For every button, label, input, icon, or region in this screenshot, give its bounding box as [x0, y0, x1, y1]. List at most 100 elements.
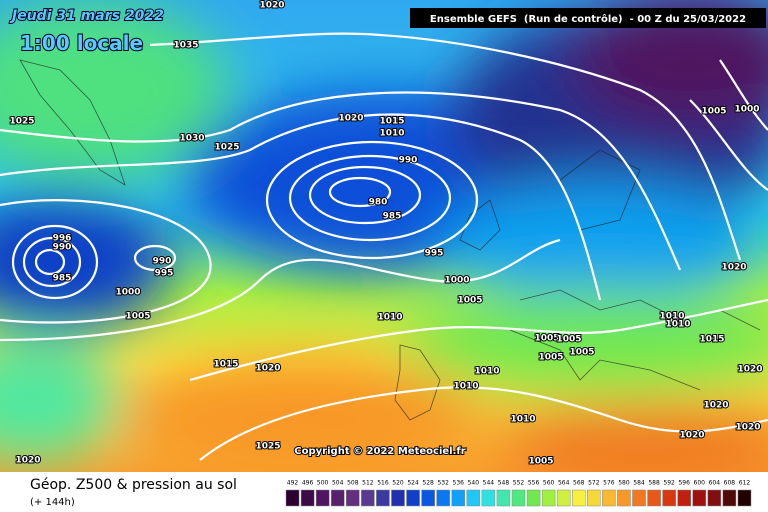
isobar-label: 985	[383, 212, 402, 222]
colorbar-label: 596	[678, 480, 690, 487]
colorbar-label: 564	[558, 480, 570, 487]
isobar-label: 1025	[9, 117, 34, 127]
colorbar-swatch	[662, 489, 676, 507]
colorbar-swatch	[330, 489, 345, 507]
isobar-label: 1010	[665, 320, 690, 330]
colorbar-label: 584	[633, 480, 645, 487]
isobar-label: 1020	[703, 401, 728, 411]
isobar-labels: 1020 1035 1025 1030 1025 1020 1015 1010 …	[8, 0, 763, 468]
colorbar-swatch	[315, 489, 330, 507]
copyright: Copyright © 2022 Meteociel.fr	[294, 446, 465, 457]
colorbar: 492 496 500 504 508 512 516 520 524 528 532 536 540 5…	[285, 480, 752, 507]
isobar-label: 1005	[528, 457, 553, 467]
isobar-label: 1025	[214, 143, 239, 153]
colorbar-swatch	[571, 489, 586, 507]
forecast-lead: (+ 144h)	[30, 497, 75, 508]
colorbar-swatch	[391, 489, 405, 507]
isobar-label: 1020	[259, 1, 284, 11]
colorbar-swatch	[617, 489, 631, 507]
colorbar-swatch	[541, 489, 556, 507]
colorbar-swatch	[451, 489, 466, 507]
isobar-label: 1020	[338, 114, 363, 124]
colorbar-swatch	[632, 489, 646, 507]
colorbar-label: 600	[694, 480, 706, 487]
isobar-label: 995	[155, 269, 174, 279]
map: 1020 1035 1025 1030 1025 1020 1015 1010 …	[0, 0, 768, 472]
colorbar-label: 528	[422, 480, 434, 487]
isobar-label: 1010	[379, 129, 404, 139]
isobar-label: 1035	[173, 41, 198, 51]
isobar-label: 1005	[569, 348, 594, 358]
colorbar-label: 508	[347, 480, 359, 487]
colorbar-swatch	[677, 489, 691, 507]
colorbar-label: 500	[317, 480, 329, 487]
isobar-label: 1010	[474, 367, 499, 377]
isobar-label: 1010	[377, 313, 402, 323]
colorbar-swatch	[436, 489, 450, 507]
isobar-label: 1015	[699, 335, 724, 345]
colorbar-label: 548	[498, 480, 510, 487]
colorbar-label: 512	[362, 480, 374, 487]
footer-title: Géop. Z500 & pression au sol	[30, 477, 237, 493]
colorbar-label: 496	[302, 480, 314, 487]
colorbar-swatch	[692, 489, 707, 507]
isobar-label: 1010	[659, 312, 684, 322]
colorbar-swatch	[421, 489, 435, 507]
isobar-label: 1015	[379, 117, 404, 127]
colorbar-label: 588	[648, 480, 660, 487]
colorbar-swatch	[481, 489, 496, 507]
isobar-label: 1020	[737, 365, 762, 375]
colorbar-swatch	[361, 489, 375, 507]
colorbar-label: 608	[724, 480, 736, 487]
isobars	[0, 32, 768, 461]
isobar-label: 995	[425, 249, 444, 259]
colorbar-label: 592	[663, 480, 675, 487]
local-time: 1:00 locale	[20, 31, 143, 55]
isobar-label: 980	[369, 198, 388, 208]
colorbar-label: 612	[739, 480, 751, 487]
isobar-label: 1000	[444, 276, 469, 286]
isobar-label: 1010	[453, 382, 478, 392]
isobar-label: 1000	[734, 105, 759, 115]
colorbar-swatch	[526, 489, 541, 507]
isobar-label: 1005	[125, 312, 150, 322]
isobar-label: 1015	[213, 360, 238, 370]
isobar-label: 1030	[179, 134, 204, 144]
colorbar-swatch	[285, 489, 300, 507]
colorbar-swatch	[406, 489, 420, 507]
colorbar-label: 524	[407, 480, 419, 487]
isobar-label: 1005	[457, 296, 482, 306]
colorbar-label: 520	[392, 480, 404, 487]
colorbar-swatch	[647, 489, 661, 507]
colorbar-swatch	[300, 489, 315, 507]
isobar-label: 985	[53, 274, 72, 284]
isobar-label: 1010	[510, 415, 535, 425]
colorbar-swatch	[556, 489, 571, 507]
run-info: Ensemble GEFS (Run de contrôle) - 00 Z d…	[430, 13, 746, 25]
colorbar-label: 552	[513, 480, 525, 487]
isobar-label: 990	[53, 243, 72, 253]
isobar-label: 1020	[15, 456, 40, 466]
colorbar-swatch	[602, 489, 616, 507]
isobar-label: 990	[153, 257, 172, 267]
isobar-label: 1020	[721, 263, 746, 273]
colorbar-label: 572	[588, 480, 600, 487]
colorbar-label: 604	[709, 480, 721, 487]
colorbar-label: 568	[573, 480, 585, 487]
isobar-label: 1005	[701, 107, 726, 117]
colorbar-label: 576	[603, 480, 615, 487]
colorbar-label: 540	[468, 480, 480, 487]
isobar-label: 1025	[255, 442, 280, 452]
colorbar-label: 544	[483, 480, 495, 487]
isobar-label: 1005	[534, 334, 559, 344]
colorbar-swatch	[722, 489, 737, 507]
isobar-label: 1020	[679, 431, 704, 441]
isobar-label: 996	[53, 234, 72, 244]
isobar-label: 1020	[735, 423, 760, 433]
colorbar-label: 504	[332, 480, 344, 487]
colorbar-swatch	[511, 489, 526, 507]
isobar-label: 1005	[538, 353, 563, 363]
isobar-label: 1020	[255, 364, 280, 374]
colorbar-label: 560	[543, 480, 555, 487]
